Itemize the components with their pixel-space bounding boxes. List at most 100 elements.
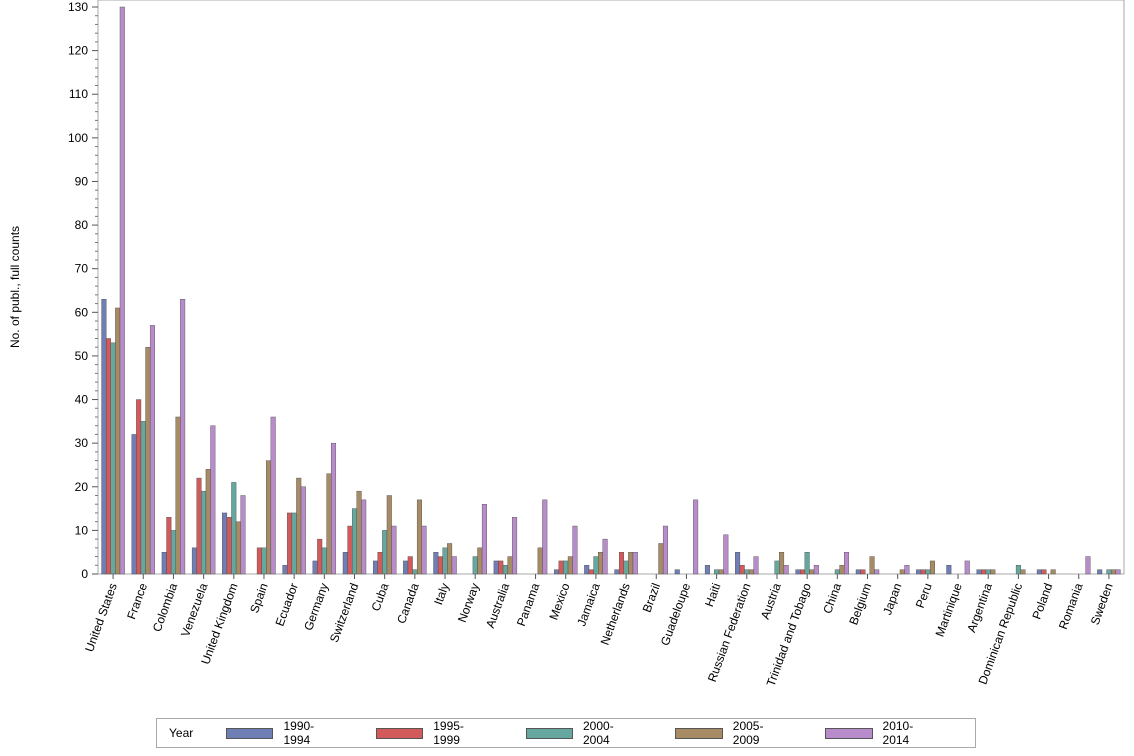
- bar-mexico-2000-2004: [563, 560, 569, 575]
- bar-trinidad-and-tobago-1995-1999: [800, 569, 806, 575]
- bar-australia-2000-2004: [502, 565, 508, 575]
- y-tick-label-40: 40: [75, 393, 89, 407]
- bar-germany-2005-2009: [326, 473, 332, 575]
- bar-jamaica-2000-2004: [593, 556, 599, 575]
- x-tick-label-sweden: Sweden: [1088, 581, 1116, 627]
- bar-norway-2000-2004: [472, 556, 478, 575]
- x-tick-label-netherlands: Netherlands: [598, 581, 633, 647]
- legend-label-2005-2009: 2005-2009: [732, 719, 764, 747]
- bar-united-kingdom-1995-1999: [226, 517, 232, 575]
- x-tick-label-peru: Peru: [913, 581, 935, 610]
- x-tick-label-venezuela: Venezuela: [178, 581, 210, 639]
- legend-item-2005-2009: 2005-2009: [675, 719, 789, 747]
- bar-ecuador-1995-1999: [287, 512, 293, 575]
- bar-australia-1990-1994: [493, 560, 499, 575]
- x-tick-label-romania: Romania: [1056, 581, 1086, 631]
- x-tick-label-cuba: Cuba: [369, 581, 392, 613]
- bar-germany-1990-1994: [312, 560, 318, 575]
- legend-title: Year: [169, 726, 194, 740]
- bar-jamaica-2005-2009: [598, 551, 604, 575]
- bar-united-states-1995-1999: [105, 338, 111, 575]
- bar-norway-2005-2009: [477, 547, 483, 575]
- bar-colombia-2010-2014: [180, 299, 186, 575]
- y-tick-label-110: 110: [69, 87, 88, 101]
- legend-swatch-2000-2004: [525, 727, 573, 739]
- y-tick-label-20: 20: [75, 480, 89, 494]
- bar-martinique-1990-1994: [946, 565, 952, 575]
- bar-austria-2005-2009: [779, 551, 785, 575]
- legend-label-1990-1994: 1990-1994: [283, 719, 315, 747]
- bar-ecuador-2010-2014: [300, 486, 306, 575]
- y-tick-label-120: 120: [68, 44, 88, 58]
- x-tick-label-brazil: Brazil: [640, 581, 663, 614]
- bar-united-states-1990-1994: [101, 299, 107, 575]
- bar-brazil-2005-2009: [658, 543, 664, 575]
- y-tick-label-90: 90: [75, 174, 89, 188]
- bar-belgium-2005-2009: [869, 556, 875, 575]
- bar-poland-1990-1994: [1036, 569, 1042, 575]
- bar-ecuador-2000-2004: [291, 512, 297, 575]
- y-tick-label-70: 70: [75, 262, 89, 276]
- bar-austria-2010-2014: [783, 565, 789, 575]
- bar-france-2000-2004: [140, 421, 146, 575]
- bar-switzerland-1990-1994: [342, 551, 348, 575]
- bar-russian-federation-2005-2009: [748, 569, 754, 575]
- bar-france-1990-1994: [131, 434, 137, 575]
- x-tick-label-china: China: [820, 581, 844, 616]
- bar-cuba-2005-2009: [386, 495, 392, 575]
- legend-item-1995-1999: 1995-1999: [375, 719, 490, 747]
- bar-france-2010-2014: [149, 325, 155, 575]
- bar-netherlands-1990-1994: [614, 569, 620, 575]
- bar-mexico-2005-2009: [567, 556, 573, 575]
- bar-russian-federation-2010-2014: [753, 556, 759, 575]
- bar-cuba-2010-2014: [391, 525, 397, 575]
- bar-australia-2010-2014: [512, 517, 518, 575]
- bar-spain-1995-1999: [256, 547, 262, 575]
- x-tick-label-italy: Italy: [431, 581, 452, 606]
- bar-poland-2005-2009: [1050, 569, 1056, 575]
- bar-canada-2010-2014: [421, 525, 427, 575]
- x-tick-label-united-states: United States: [82, 581, 120, 653]
- y-tick-label-60: 60: [75, 305, 89, 319]
- bar-italy-2010-2014: [451, 556, 457, 575]
- bar-mexico-1990-1994: [554, 569, 560, 575]
- bar-norway-2010-2014: [481, 504, 487, 575]
- bar-netherlands-2005-2009: [628, 551, 634, 575]
- x-tick-label-australia: Australia: [483, 581, 512, 630]
- bar-germany-2010-2014: [331, 442, 337, 575]
- y-tick-label-30: 30: [75, 436, 89, 450]
- x-tick-label-germany: Germany: [301, 581, 331, 632]
- bar-italy-1995-1999: [437, 556, 443, 575]
- bar-spain-2000-2004: [261, 547, 267, 575]
- legend-label-1995-1999: 1995-1999: [433, 719, 464, 747]
- bar-switzerland-2000-2004: [352, 508, 358, 575]
- bar-venezuela-2000-2004: [201, 490, 207, 575]
- bar-austria-2000-2004: [774, 560, 780, 575]
- legend-item-1990-1994: 1990-1994: [226, 719, 340, 747]
- bar-belgium-2010-2014: [874, 569, 880, 575]
- bar-netherlands-2000-2004: [623, 560, 629, 575]
- bar-peru-1995-1999: [920, 569, 926, 575]
- bar-argentina-1995-1999: [981, 569, 987, 575]
- bar-germany-1995-1999: [317, 538, 323, 575]
- bar-switzerland-1995-1999: [347, 525, 353, 575]
- bar-argentina-1990-1994: [976, 569, 982, 575]
- bar-italy-1990-1994: [433, 551, 439, 575]
- bar-trinidad-and-tobago-2010-2014: [813, 565, 819, 575]
- bar-haiti-2010-2014: [723, 534, 729, 575]
- bar-colombia-1995-1999: [166, 517, 172, 575]
- x-tick-label-austria: Austria: [758, 581, 784, 621]
- bar-china-2000-2004: [834, 569, 840, 575]
- y-axis: 0 10 20 30 40 50 60 70 80 90 100 110 120 130: [68, 0, 98, 581]
- bar-canada-1995-1999: [407, 556, 413, 575]
- bar-switzerland-2005-2009: [356, 490, 362, 575]
- bar-united-states-2000-2004: [110, 342, 116, 575]
- y-tick-label-80: 80: [75, 218, 89, 232]
- bar-netherlands-2010-2014: [632, 551, 638, 575]
- bar-france-2005-2009: [145, 347, 151, 575]
- legend-swatch-2010-2014: [825, 727, 873, 739]
- bar-germany-2000-2004: [321, 547, 327, 575]
- bar-guadeloupe-1990-1994: [674, 569, 680, 575]
- x-tick-label-panama: Panama: [514, 581, 543, 628]
- bar-panama-2005-2009: [537, 547, 543, 575]
